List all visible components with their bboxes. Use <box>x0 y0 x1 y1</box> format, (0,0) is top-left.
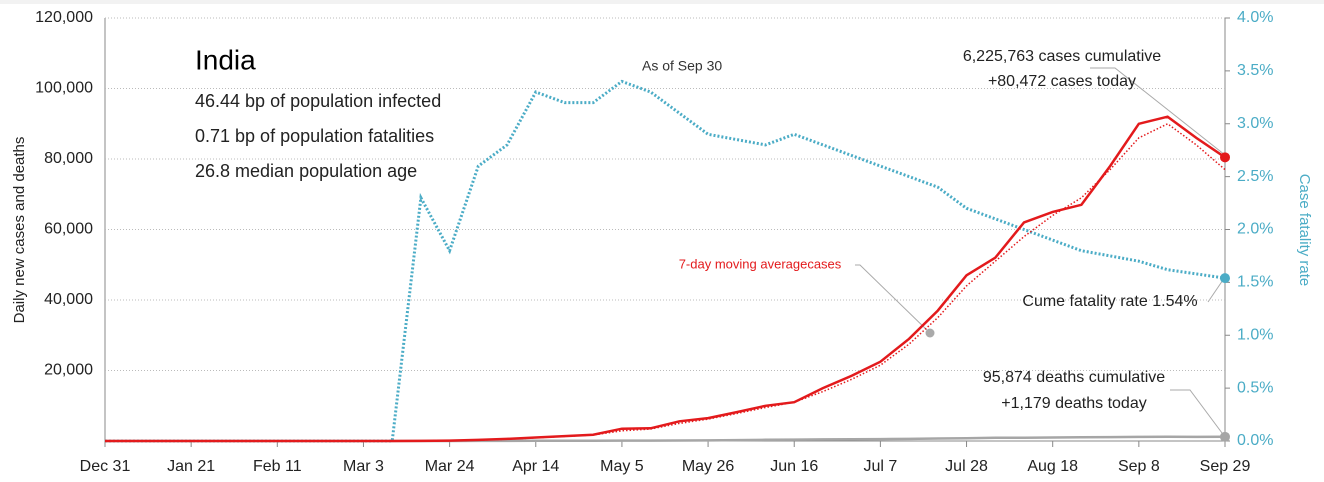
annotation: 46.44 bp of population infected <box>195 91 441 111</box>
series-line <box>105 79 1226 443</box>
y2-tick-label: 2.5% <box>1237 168 1273 185</box>
y2-tick-label: 3.5% <box>1237 62 1273 79</box>
x-tick-label: May 26 <box>682 458 735 475</box>
annotation: 26.8 median population age <box>195 161 417 181</box>
end-dot <box>1220 152 1230 163</box>
y-tick-label: 20,000 <box>44 362 93 379</box>
y-tick-label: 80,000 <box>44 150 93 167</box>
y2-tick-label: 1.5% <box>1237 274 1273 291</box>
x-tick-label: Aug 18 <box>1027 458 1078 475</box>
x-tick-label: Sep 29 <box>1200 458 1251 475</box>
y2-tick-label: 2.0% <box>1237 221 1273 238</box>
leader-line <box>855 264 931 334</box>
annotation: +80,472 cases today <box>988 73 1136 90</box>
x-tick-label: Jul 7 <box>863 458 897 475</box>
y2-tick-label: 4.0% <box>1237 9 1273 26</box>
x-tick-label: Mar 3 <box>343 458 384 475</box>
annotation: 6,225,763 cases cumulative <box>963 48 1161 65</box>
x-tick-label: May 5 <box>600 458 644 475</box>
y2-tick-label: 0.0% <box>1237 432 1273 449</box>
annotation: As of Sep 30 <box>642 58 722 74</box>
end-dot <box>1220 273 1230 284</box>
series-line <box>105 115 1226 443</box>
annotation: 95,874 deaths cumulative <box>983 369 1165 386</box>
y2-axis-label: Case fatality rate <box>1296 174 1313 287</box>
leader-line <box>1090 67 1226 156</box>
x-tick-label: Mar 24 <box>425 458 475 475</box>
leader-line <box>1170 389 1226 438</box>
x-tick-label: Jul 28 <box>945 458 988 475</box>
pointer-dot <box>925 328 935 338</box>
y2-tick-label: 3.0% <box>1237 115 1273 132</box>
annotation: Cume fatality rate 1.54% <box>1022 293 1197 310</box>
y2-tick-label: 0.5% <box>1237 379 1273 396</box>
y-axis-label: Daily new cases and deaths <box>11 137 28 324</box>
y-tick-label: 60,000 <box>44 221 93 238</box>
annotation: 0.71 bp of population fatalities <box>195 126 434 146</box>
y-tick-label: 100,000 <box>35 80 93 97</box>
y-tick-label: 40,000 <box>44 291 93 308</box>
x-tick-label: Jan 21 <box>167 458 215 475</box>
x-tick-label: Jun 16 <box>770 458 818 475</box>
x-tick-label: Dec 31 <box>80 458 131 475</box>
end-dot <box>1220 431 1230 442</box>
annotation: +1,179 deaths today <box>1001 395 1146 412</box>
annotation: 7-day moving averagecases <box>679 256 842 271</box>
x-tick-label: Feb 11 <box>253 458 302 475</box>
y-tick-label: 120,000 <box>35 9 93 26</box>
y2-tick-label: 1.0% <box>1237 326 1273 343</box>
annotation: India <box>195 44 256 75</box>
x-tick-label: Apr 14 <box>512 458 559 475</box>
x-tick-label: Sep 8 <box>1118 458 1160 475</box>
top-strip <box>0 0 1324 4</box>
